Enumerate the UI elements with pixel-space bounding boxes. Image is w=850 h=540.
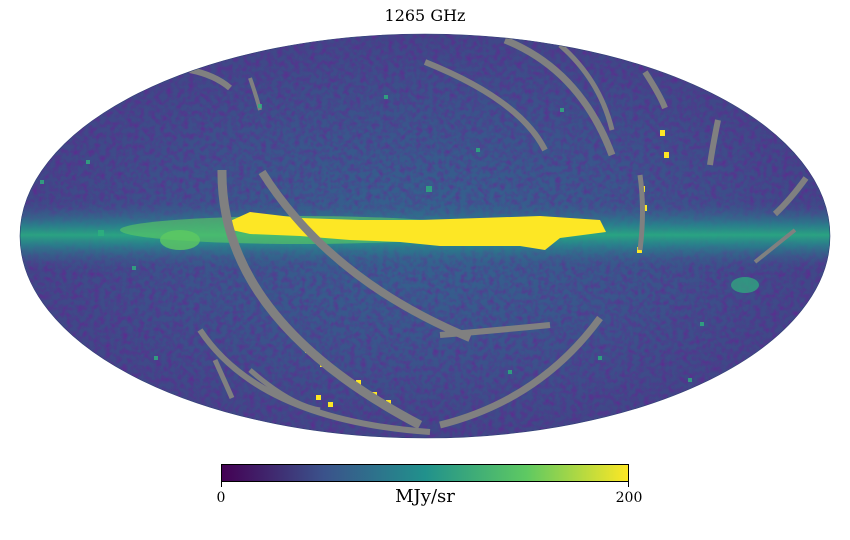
galactic-knot-west bbox=[160, 230, 200, 250]
colorbar-gradient bbox=[222, 465, 628, 481]
galactic-knot-east bbox=[731, 277, 759, 293]
map-field bbox=[20, 34, 830, 438]
colorbar-tick-max bbox=[628, 482, 629, 487]
colorbar-unit-label: MJy/sr bbox=[395, 486, 455, 507]
map-title: 1265 GHz bbox=[384, 6, 466, 25]
colorbar-max-label: 200 bbox=[615, 490, 643, 506]
speckles bbox=[40, 95, 704, 382]
masked-scan-strips bbox=[189, 36, 809, 435]
colorbar bbox=[221, 464, 629, 482]
colorbar-min-label: 0 bbox=[216, 490, 226, 506]
colorbar-tick-min bbox=[221, 482, 222, 487]
galactic-center-ridge bbox=[228, 212, 606, 250]
map-outline bbox=[19, 33, 831, 439]
